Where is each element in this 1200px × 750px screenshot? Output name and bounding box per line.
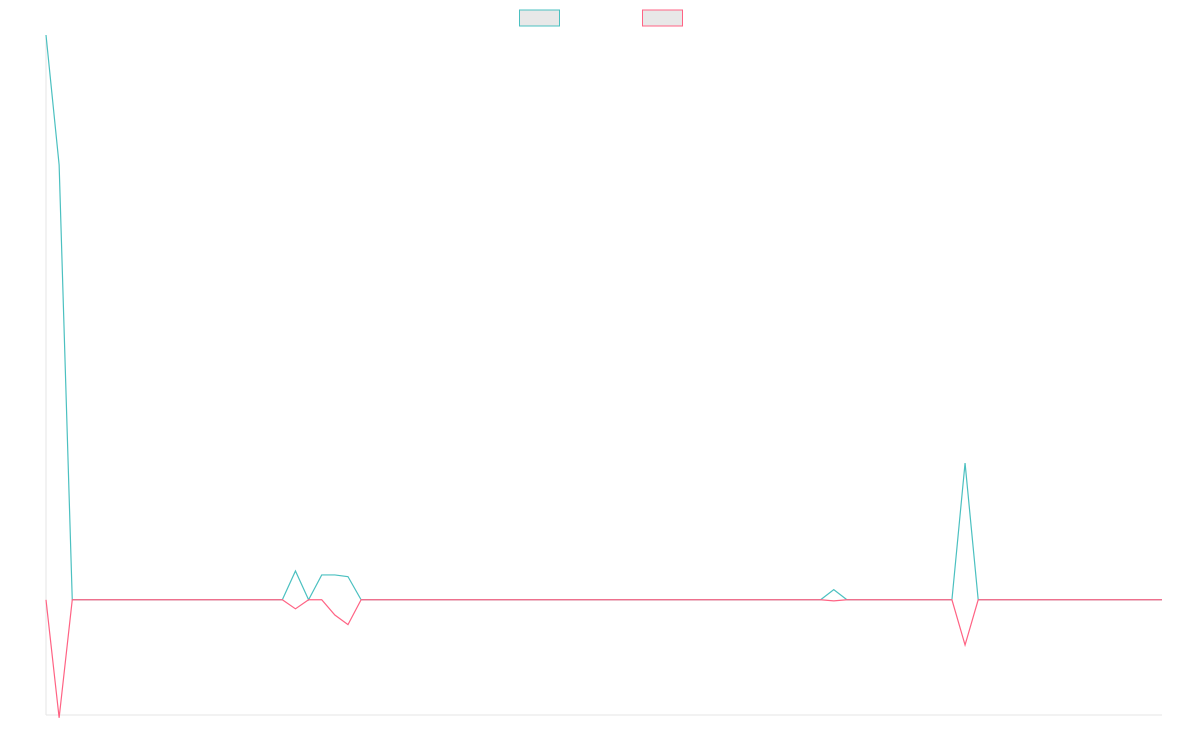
series-line — [45, 599, 1162, 718]
legend-swatch — [519, 9, 560, 27]
series-line — [45, 34, 1162, 602]
legend-swatch — [642, 9, 683, 27]
